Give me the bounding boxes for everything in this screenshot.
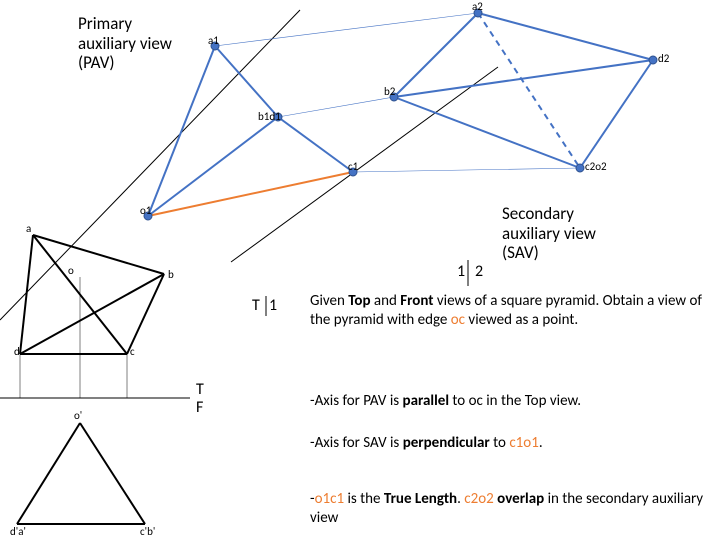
diagram-canvas	[0, 0, 720, 540]
